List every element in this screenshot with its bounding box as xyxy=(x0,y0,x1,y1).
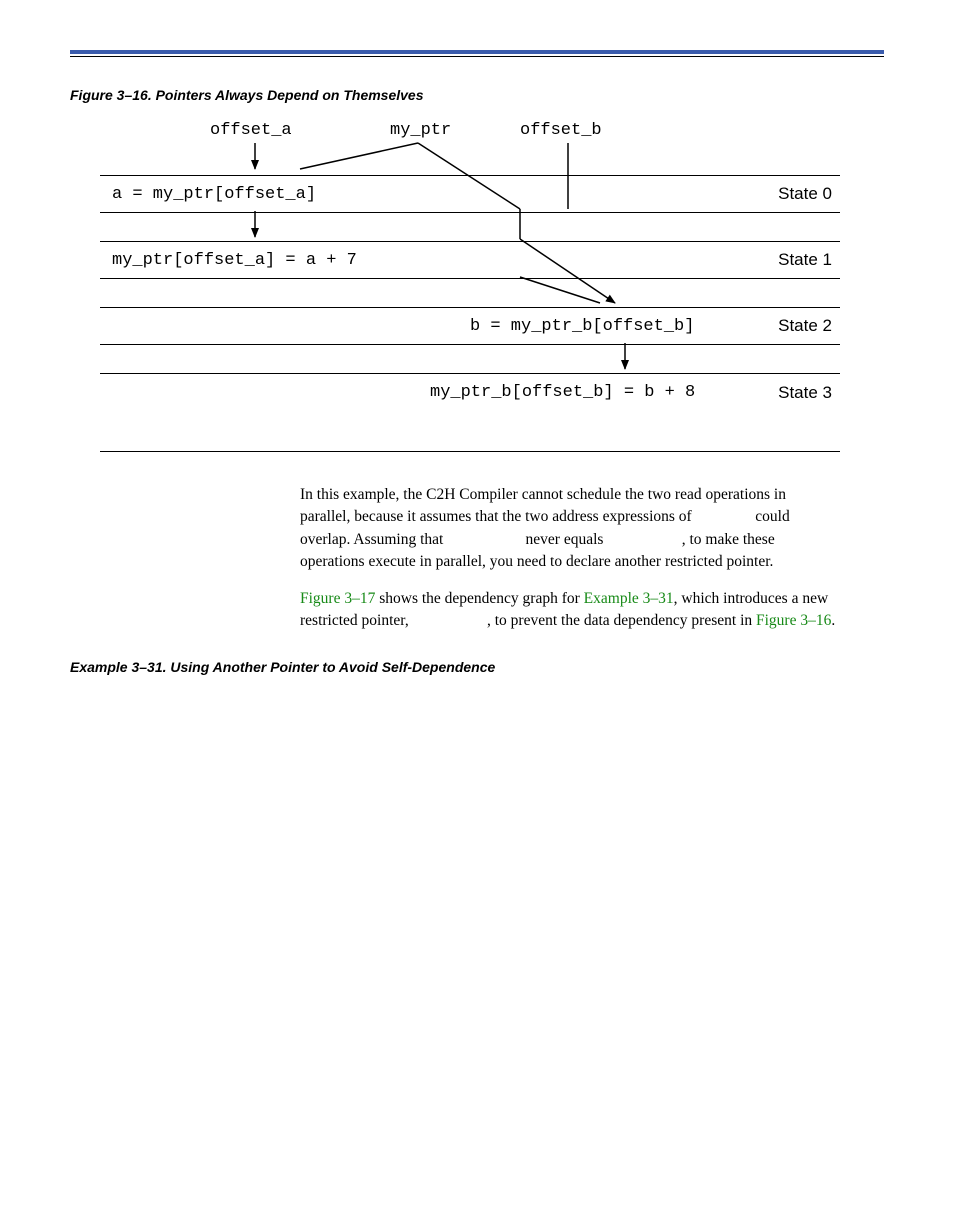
p1-mono-0: my_ptr xyxy=(696,508,752,526)
state-1-label: State 1 xyxy=(778,250,832,270)
figure-caption: Figure 3–16. Pointers Always Depend on T… xyxy=(70,87,884,103)
state-row-2: b = my_ptr_b[offset_b] State 2 xyxy=(100,307,840,345)
page-header-rule xyxy=(70,50,884,57)
state-1-code: my_ptr[offset_a] = a + 7 xyxy=(100,251,357,270)
state-row-1: my_ptr[offset_a] = a + 7 State 1 xyxy=(100,241,840,279)
diagram-column-headers: offset_a my_ptr offset_b xyxy=(100,121,840,147)
state-2-label: State 2 xyxy=(778,316,832,336)
p1-mono-2: offset_b xyxy=(607,531,681,549)
dependency-diagram: offset_a my_ptr offset_b a = my_ptr[offs… xyxy=(100,121,840,452)
p2-seg-3: , to prevent the data dependency present… xyxy=(487,612,756,629)
p2-seg-1: shows the dependency graph for xyxy=(375,590,583,607)
p2-mono: my_ptr_b xyxy=(413,612,487,630)
state-0-code: a = my_ptr[offset_a] xyxy=(100,185,316,204)
state-2-code: b = my_ptr_b[offset_b] xyxy=(100,317,694,336)
state-0-label: State 0 xyxy=(778,184,832,204)
col-offset-a: offset_a xyxy=(210,121,292,140)
col-offset-b: offset_b xyxy=(520,121,602,140)
col-my-ptr: my_ptr xyxy=(390,121,451,140)
p1-seg-2: never equals xyxy=(522,531,608,548)
p2-tail: . xyxy=(831,612,835,629)
diagram-bottom-rule xyxy=(100,451,840,452)
link-figure-3-16[interactable]: Figure 3–16 xyxy=(756,612,831,629)
state-3-label: State 3 xyxy=(778,383,832,403)
paragraph-1: In this example, the C2H Compiler cannot… xyxy=(300,484,840,574)
link-example-3-31[interactable]: Example 3–31 xyxy=(584,590,674,607)
state-3-code: my_ptr_b[offset_b] = b + 8 xyxy=(100,383,695,402)
paragraph-2: Figure 3–17 shows the dependency graph f… xyxy=(300,588,840,633)
example-caption: Example 3–31. Using Another Pointer to A… xyxy=(70,659,884,675)
body-text: In this example, the C2H Compiler cannot… xyxy=(300,484,840,633)
state-row-0: a = my_ptr[offset_a] State 0 xyxy=(100,175,840,213)
p1-mono-1: offset_a xyxy=(447,531,521,549)
link-figure-3-17[interactable]: Figure 3–17 xyxy=(300,590,375,607)
state-row-3: my_ptr_b[offset_b] = b + 8 State 3 xyxy=(100,373,840,411)
